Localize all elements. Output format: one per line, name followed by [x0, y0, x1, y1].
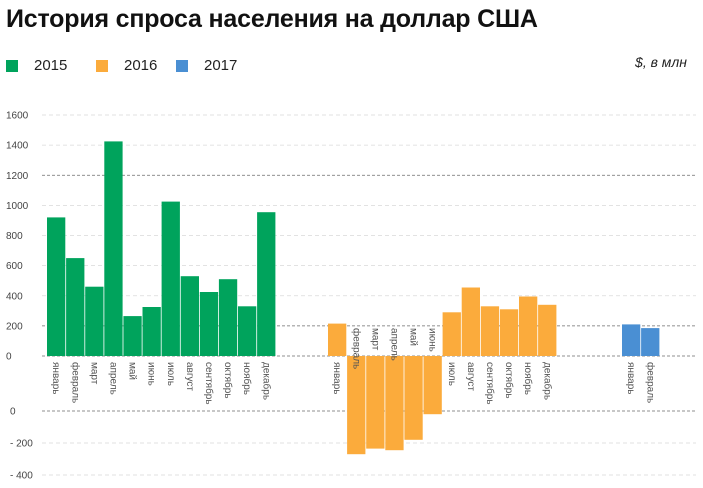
y-tick-upper: 800 [6, 231, 23, 242]
month-label-2016-1: январь [331, 362, 342, 394]
month-label-2017-2: февраль [644, 362, 656, 403]
month-label-2015-1: январь [50, 362, 61, 394]
month-label-2016-2: февраль [350, 328, 362, 369]
bar-2015-10 [218, 279, 238, 356]
month-label-2016-8: август [465, 362, 476, 391]
month-label-2015-4: апрель [108, 362, 119, 395]
month-label-2016-3: март [369, 328, 380, 351]
month-label-2016-7: июль [446, 362, 457, 386]
bar-2015-4 [104, 141, 123, 356]
y-tick-upper: 600 [6, 261, 23, 272]
legend-item-2016: 2016 [96, 57, 157, 74]
y-tick-upper: 0 [6, 352, 12, 363]
bar-2016-8 [461, 287, 480, 356]
month-label-2015-11: ноябрь [241, 362, 253, 395]
month-label-2015-8: август [184, 362, 195, 391]
y-tick-upper: 400 [6, 291, 23, 302]
bar-2015-1 [47, 217, 66, 356]
y-tick-lower: - 400 [10, 471, 33, 482]
bar-2016-9 [480, 306, 500, 356]
month-label-2015-9: сентябрь [203, 362, 215, 405]
legend-label-2017: 2017 [204, 57, 238, 74]
bar-2016-6 [423, 356, 442, 415]
month-label-2015-5: май [127, 362, 138, 380]
bar-2015-6 [142, 307, 161, 356]
bar-2015-3 [85, 286, 104, 356]
bar-2016-10 [499, 309, 519, 356]
bar-2017-2 [641, 328, 660, 356]
legend-swatch-2015 [6, 59, 18, 72]
month-label-2016-4: апрель [388, 328, 399, 361]
month-label-2015-3: март [88, 362, 99, 385]
bar-2016-3 [366, 356, 385, 449]
bar-2016-1 [328, 323, 347, 356]
bar-2015-5 [123, 316, 142, 356]
bar-2015-8 [180, 276, 199, 356]
month-label-2016-6: июнь [427, 328, 438, 352]
bar-2015-2 [66, 258, 85, 356]
month-label-2016-11: ноябрь [522, 362, 534, 395]
month-label-2017-1: январь [625, 362, 636, 394]
legend-swatch-2016 [96, 59, 108, 72]
bar-2016-7 [442, 312, 461, 356]
month-label-2015-2: февраль [69, 362, 81, 403]
y-tick-upper: 1400 [6, 141, 29, 152]
month-label-2015-7: июль [165, 362, 176, 386]
bar-2015-12 [257, 212, 276, 356]
month-label-2016-5: май [408, 328, 419, 346]
month-label-2015-10: октябрь [222, 362, 234, 399]
bar-2017-1 [622, 324, 641, 356]
y-tick-lower: 0 [10, 407, 16, 418]
month-label-2015-12: декабрь [260, 362, 272, 400]
y-tick-lower: - 200 [10, 439, 33, 450]
y-tick-upper: 200 [6, 321, 23, 332]
y-tick-upper: 1000 [6, 201, 29, 212]
legend-item-2017: 2017 [176, 57, 237, 74]
month-label-2016-10: октябрь [503, 362, 515, 399]
legend-item-2015: 2015 [6, 57, 67, 74]
unit-label: $, в млн [635, 54, 687, 70]
month-label-2016-9: сентябрь [484, 362, 496, 405]
bar-2015-11 [238, 306, 257, 356]
legend-label-2015: 2015 [34, 57, 68, 74]
bar-2016-4 [385, 356, 404, 451]
chart-title: История спроса населения на доллар США [6, 5, 538, 33]
bar-2016-5 [404, 356, 423, 440]
month-label-2016-12: декабрь [541, 362, 553, 400]
y-tick-upper: 1200 [6, 171, 29, 182]
bar-2016-2 [347, 356, 366, 455]
legend-swatch-2017 [176, 59, 188, 72]
bar-2015-9 [199, 292, 219, 356]
bar-2016-12 [538, 304, 557, 356]
y-tick-upper: 1600 [6, 111, 29, 122]
bar-2016-11 [519, 296, 538, 356]
legend-label-2016: 2016 [124, 57, 158, 74]
bar-2015-7 [161, 201, 180, 356]
month-label-2015-6: июнь [146, 362, 157, 386]
